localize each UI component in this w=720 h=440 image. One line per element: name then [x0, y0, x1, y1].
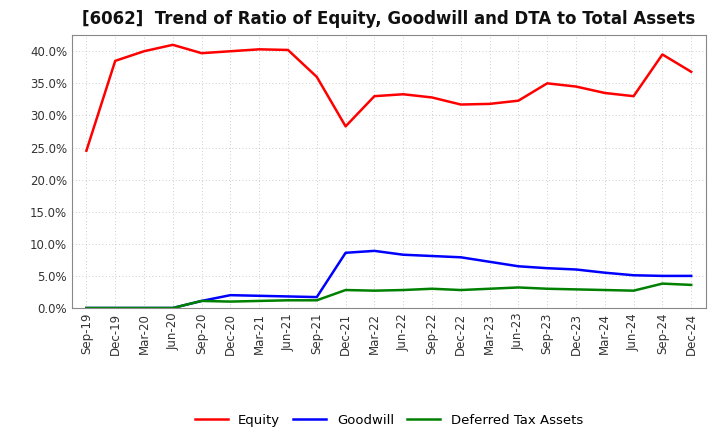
Equity	[485, 101, 494, 106]
Goodwill	[111, 305, 120, 311]
Line: Deferred Tax Assets: Deferred Tax Assets	[86, 284, 691, 308]
Deferred Tax Assets	[485, 286, 494, 291]
Deferred Tax Assets	[658, 281, 667, 286]
Deferred Tax Assets	[687, 282, 696, 287]
Goodwill	[255, 293, 264, 298]
Equity	[140, 48, 148, 54]
Deferred Tax Assets	[456, 287, 465, 293]
Deferred Tax Assets	[629, 288, 638, 293]
Legend: Equity, Goodwill, Deferred Tax Assets: Equity, Goodwill, Deferred Tax Assets	[189, 409, 588, 433]
Deferred Tax Assets	[428, 286, 436, 291]
Deferred Tax Assets	[543, 286, 552, 291]
Equity	[226, 48, 235, 54]
Deferred Tax Assets	[514, 285, 523, 290]
Equity	[341, 124, 350, 129]
Equity	[111, 58, 120, 63]
Goodwill	[687, 273, 696, 279]
Equity	[687, 69, 696, 74]
Goodwill	[485, 259, 494, 264]
Equity	[428, 95, 436, 100]
Deferred Tax Assets	[284, 297, 292, 303]
Equity	[629, 94, 638, 99]
Equity	[399, 92, 408, 97]
Deferred Tax Assets	[168, 305, 177, 311]
Line: Goodwill: Goodwill	[86, 251, 691, 308]
Goodwill	[572, 267, 580, 272]
Line: Equity: Equity	[86, 45, 691, 151]
Equity	[255, 47, 264, 52]
Equity	[284, 48, 292, 53]
Goodwill	[428, 253, 436, 259]
Goodwill	[312, 294, 321, 300]
Title: [6062]  Trend of Ratio of Equity, Goodwill and DTA to Total Assets: [6062] Trend of Ratio of Equity, Goodwil…	[82, 10, 696, 28]
Goodwill	[399, 252, 408, 257]
Goodwill	[226, 293, 235, 298]
Goodwill	[600, 270, 609, 275]
Deferred Tax Assets	[255, 298, 264, 304]
Goodwill	[197, 298, 206, 304]
Deferred Tax Assets	[341, 287, 350, 293]
Goodwill	[140, 305, 148, 311]
Equity	[543, 81, 552, 86]
Goodwill	[456, 255, 465, 260]
Goodwill	[82, 305, 91, 311]
Goodwill	[658, 273, 667, 279]
Deferred Tax Assets	[600, 287, 609, 293]
Deferred Tax Assets	[370, 288, 379, 293]
Equity	[82, 148, 91, 154]
Deferred Tax Assets	[572, 287, 580, 292]
Goodwill	[284, 294, 292, 299]
Deferred Tax Assets	[197, 298, 206, 304]
Goodwill	[514, 264, 523, 269]
Goodwill	[370, 248, 379, 253]
Goodwill	[543, 266, 552, 271]
Goodwill	[341, 250, 350, 256]
Equity	[514, 98, 523, 103]
Equity	[168, 42, 177, 48]
Equity	[600, 90, 609, 95]
Goodwill	[168, 305, 177, 311]
Equity	[312, 74, 321, 80]
Goodwill	[629, 273, 638, 278]
Deferred Tax Assets	[111, 305, 120, 311]
Equity	[197, 51, 206, 56]
Equity	[456, 102, 465, 107]
Deferred Tax Assets	[399, 287, 408, 293]
Equity	[370, 94, 379, 99]
Equity	[572, 84, 580, 89]
Deferred Tax Assets	[140, 305, 148, 311]
Equity	[658, 52, 667, 57]
Deferred Tax Assets	[82, 305, 91, 311]
Deferred Tax Assets	[312, 297, 321, 303]
Deferred Tax Assets	[226, 299, 235, 304]
